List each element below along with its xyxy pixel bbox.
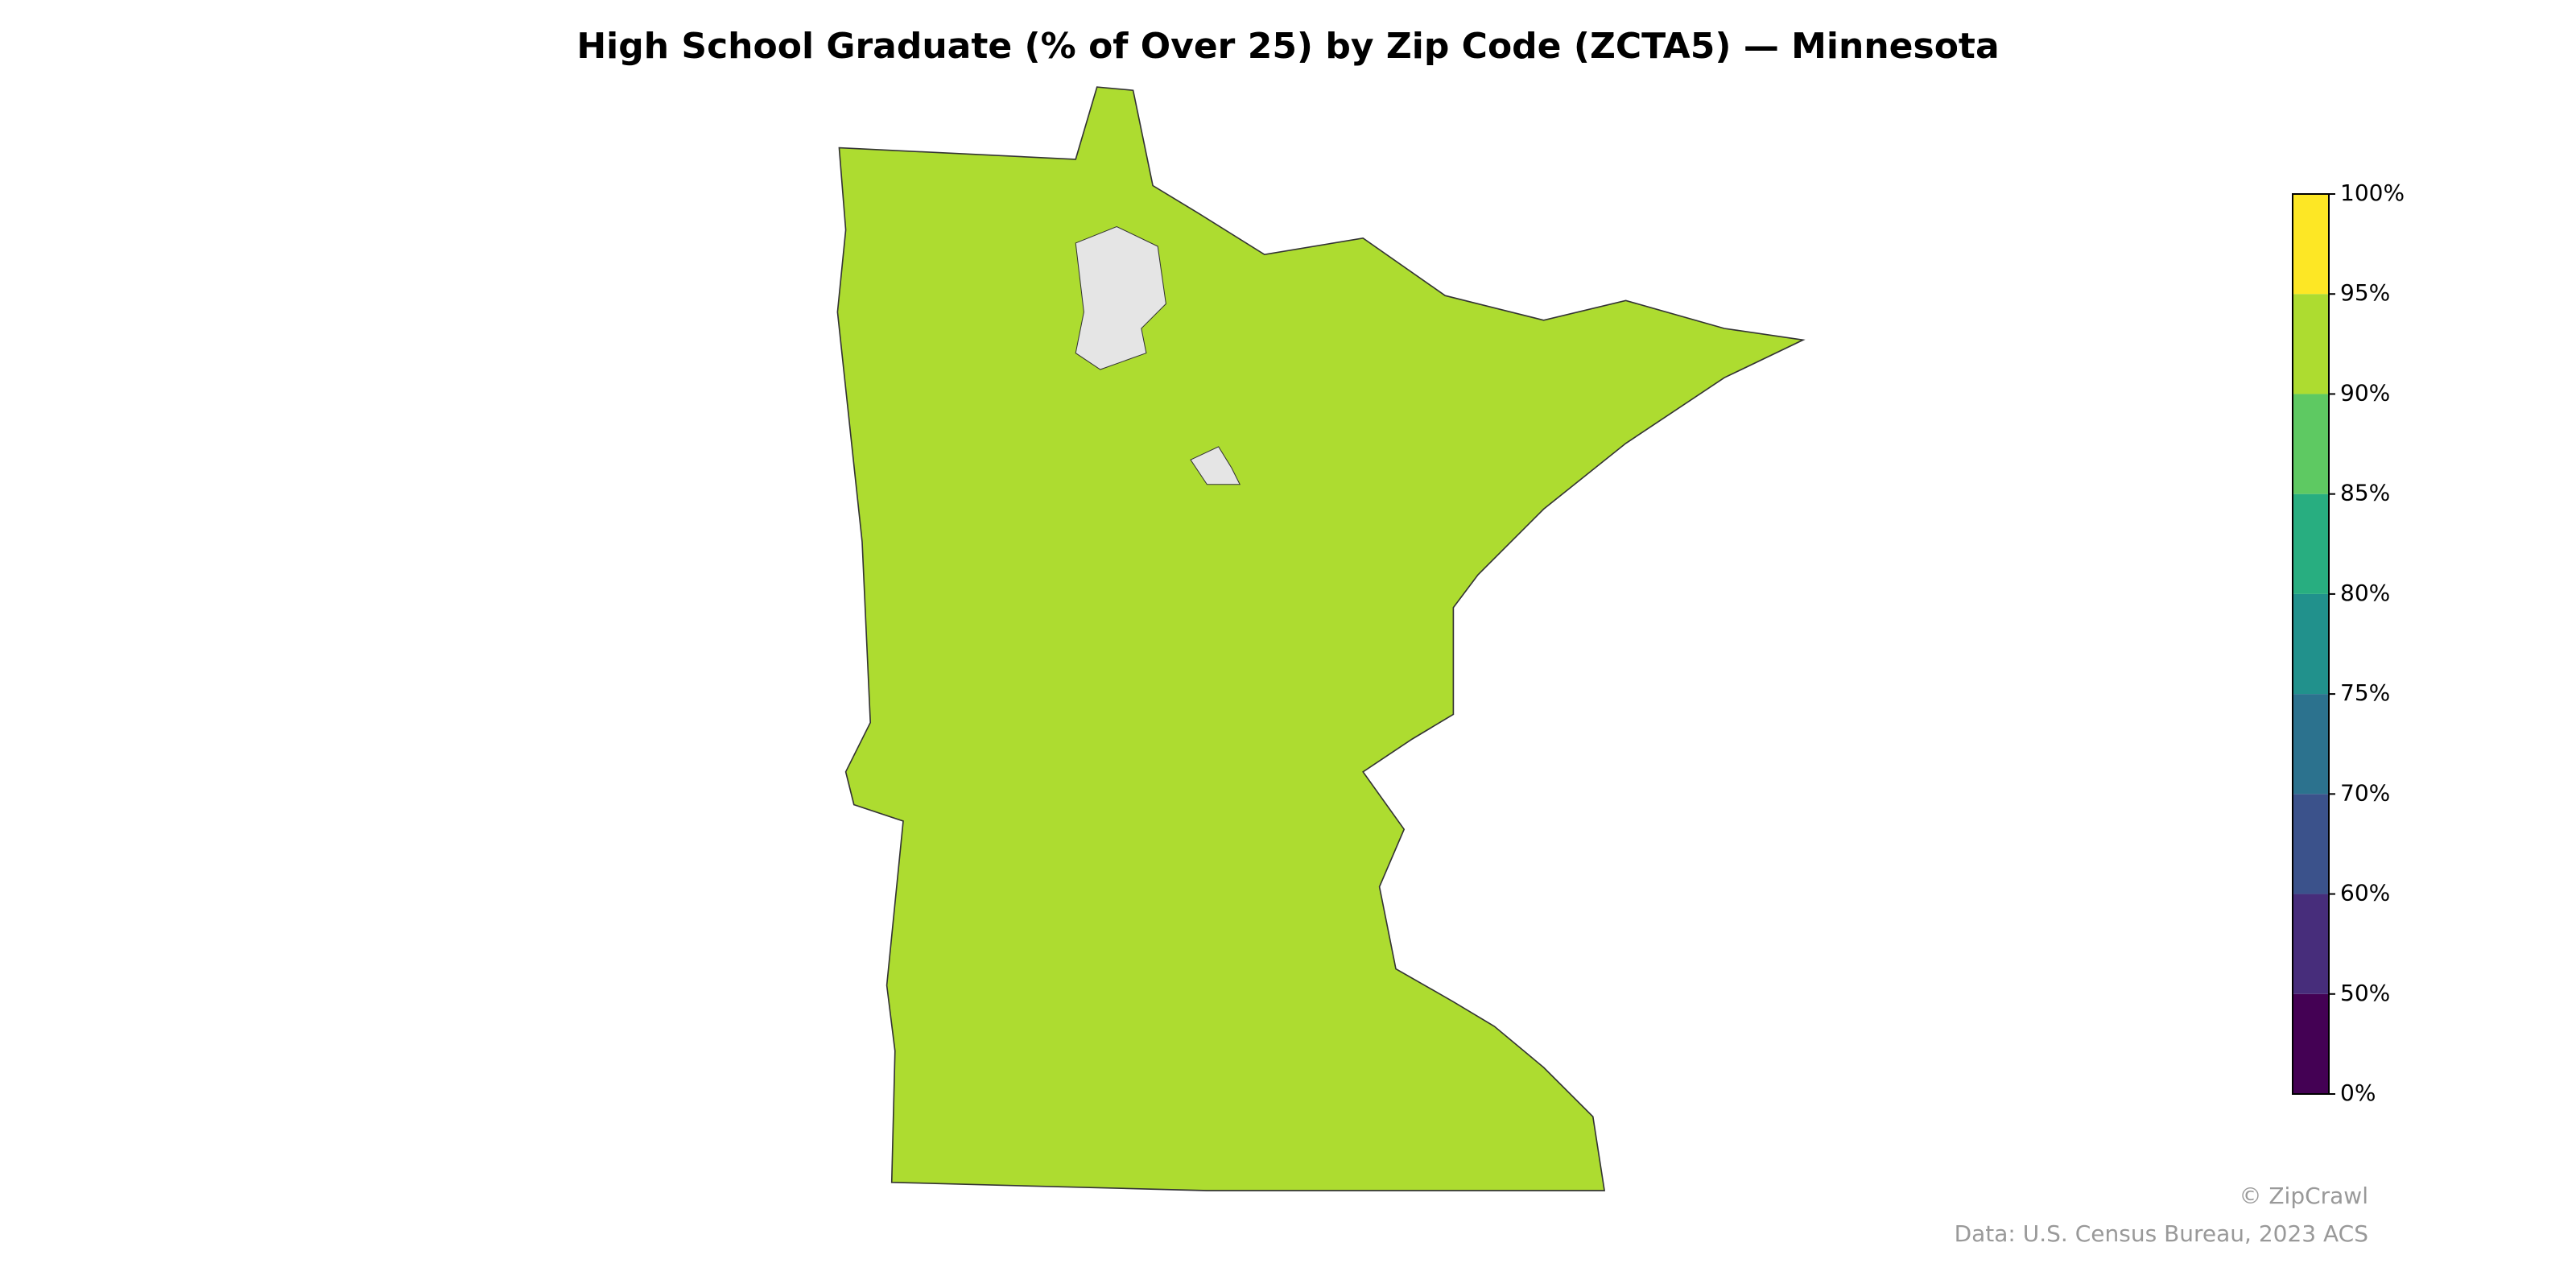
no-data-area xyxy=(1190,446,1241,485)
chart-title: High School Graduate (% of Over 25) by Z… xyxy=(576,26,1999,67)
state-outline xyxy=(836,86,1806,1191)
colorbar-tick-label: 60% xyxy=(2340,880,2390,906)
colorbar-bin xyxy=(2293,794,2329,894)
colorbar-bin xyxy=(2293,593,2329,695)
colorbar-bin xyxy=(2293,194,2329,295)
colorbar-frame xyxy=(2292,193,2330,1095)
colorbar-tick-label: 95% xyxy=(2340,279,2390,306)
colorbar-tick-label: 80% xyxy=(2340,580,2390,606)
colorbar-bin xyxy=(2293,894,2329,994)
colorbar-bin xyxy=(2293,694,2329,795)
colorbar-bin xyxy=(2293,993,2329,1094)
no-data-area xyxy=(1075,225,1166,370)
credit: Data: U.S. Census Bureau, 2023 ACS xyxy=(1955,1220,2368,1247)
colorbar-bin xyxy=(2293,294,2329,394)
colorbar: 0% 50% 60% 70% 75% 80% 85% 90% 95% 100% xyxy=(2292,180,2405,1106)
credit: © ZipCrawl xyxy=(2239,1183,2368,1209)
colorbar-tick-label: 0% xyxy=(2340,1080,2376,1106)
state-map xyxy=(836,86,1806,1191)
colorbar-tick-label: 75% xyxy=(2340,679,2390,706)
colorbar-bin xyxy=(2293,394,2329,494)
colorbar-tick-label: 50% xyxy=(2340,980,2390,1006)
colorbar-bin xyxy=(2293,493,2329,594)
colorbar-tick-label: 90% xyxy=(2340,379,2390,406)
colorbar-tick-label: 85% xyxy=(2340,480,2390,506)
colorbar-tick-label: 100% xyxy=(2340,180,2405,206)
colorbar-tick-label: 70% xyxy=(2340,779,2390,806)
